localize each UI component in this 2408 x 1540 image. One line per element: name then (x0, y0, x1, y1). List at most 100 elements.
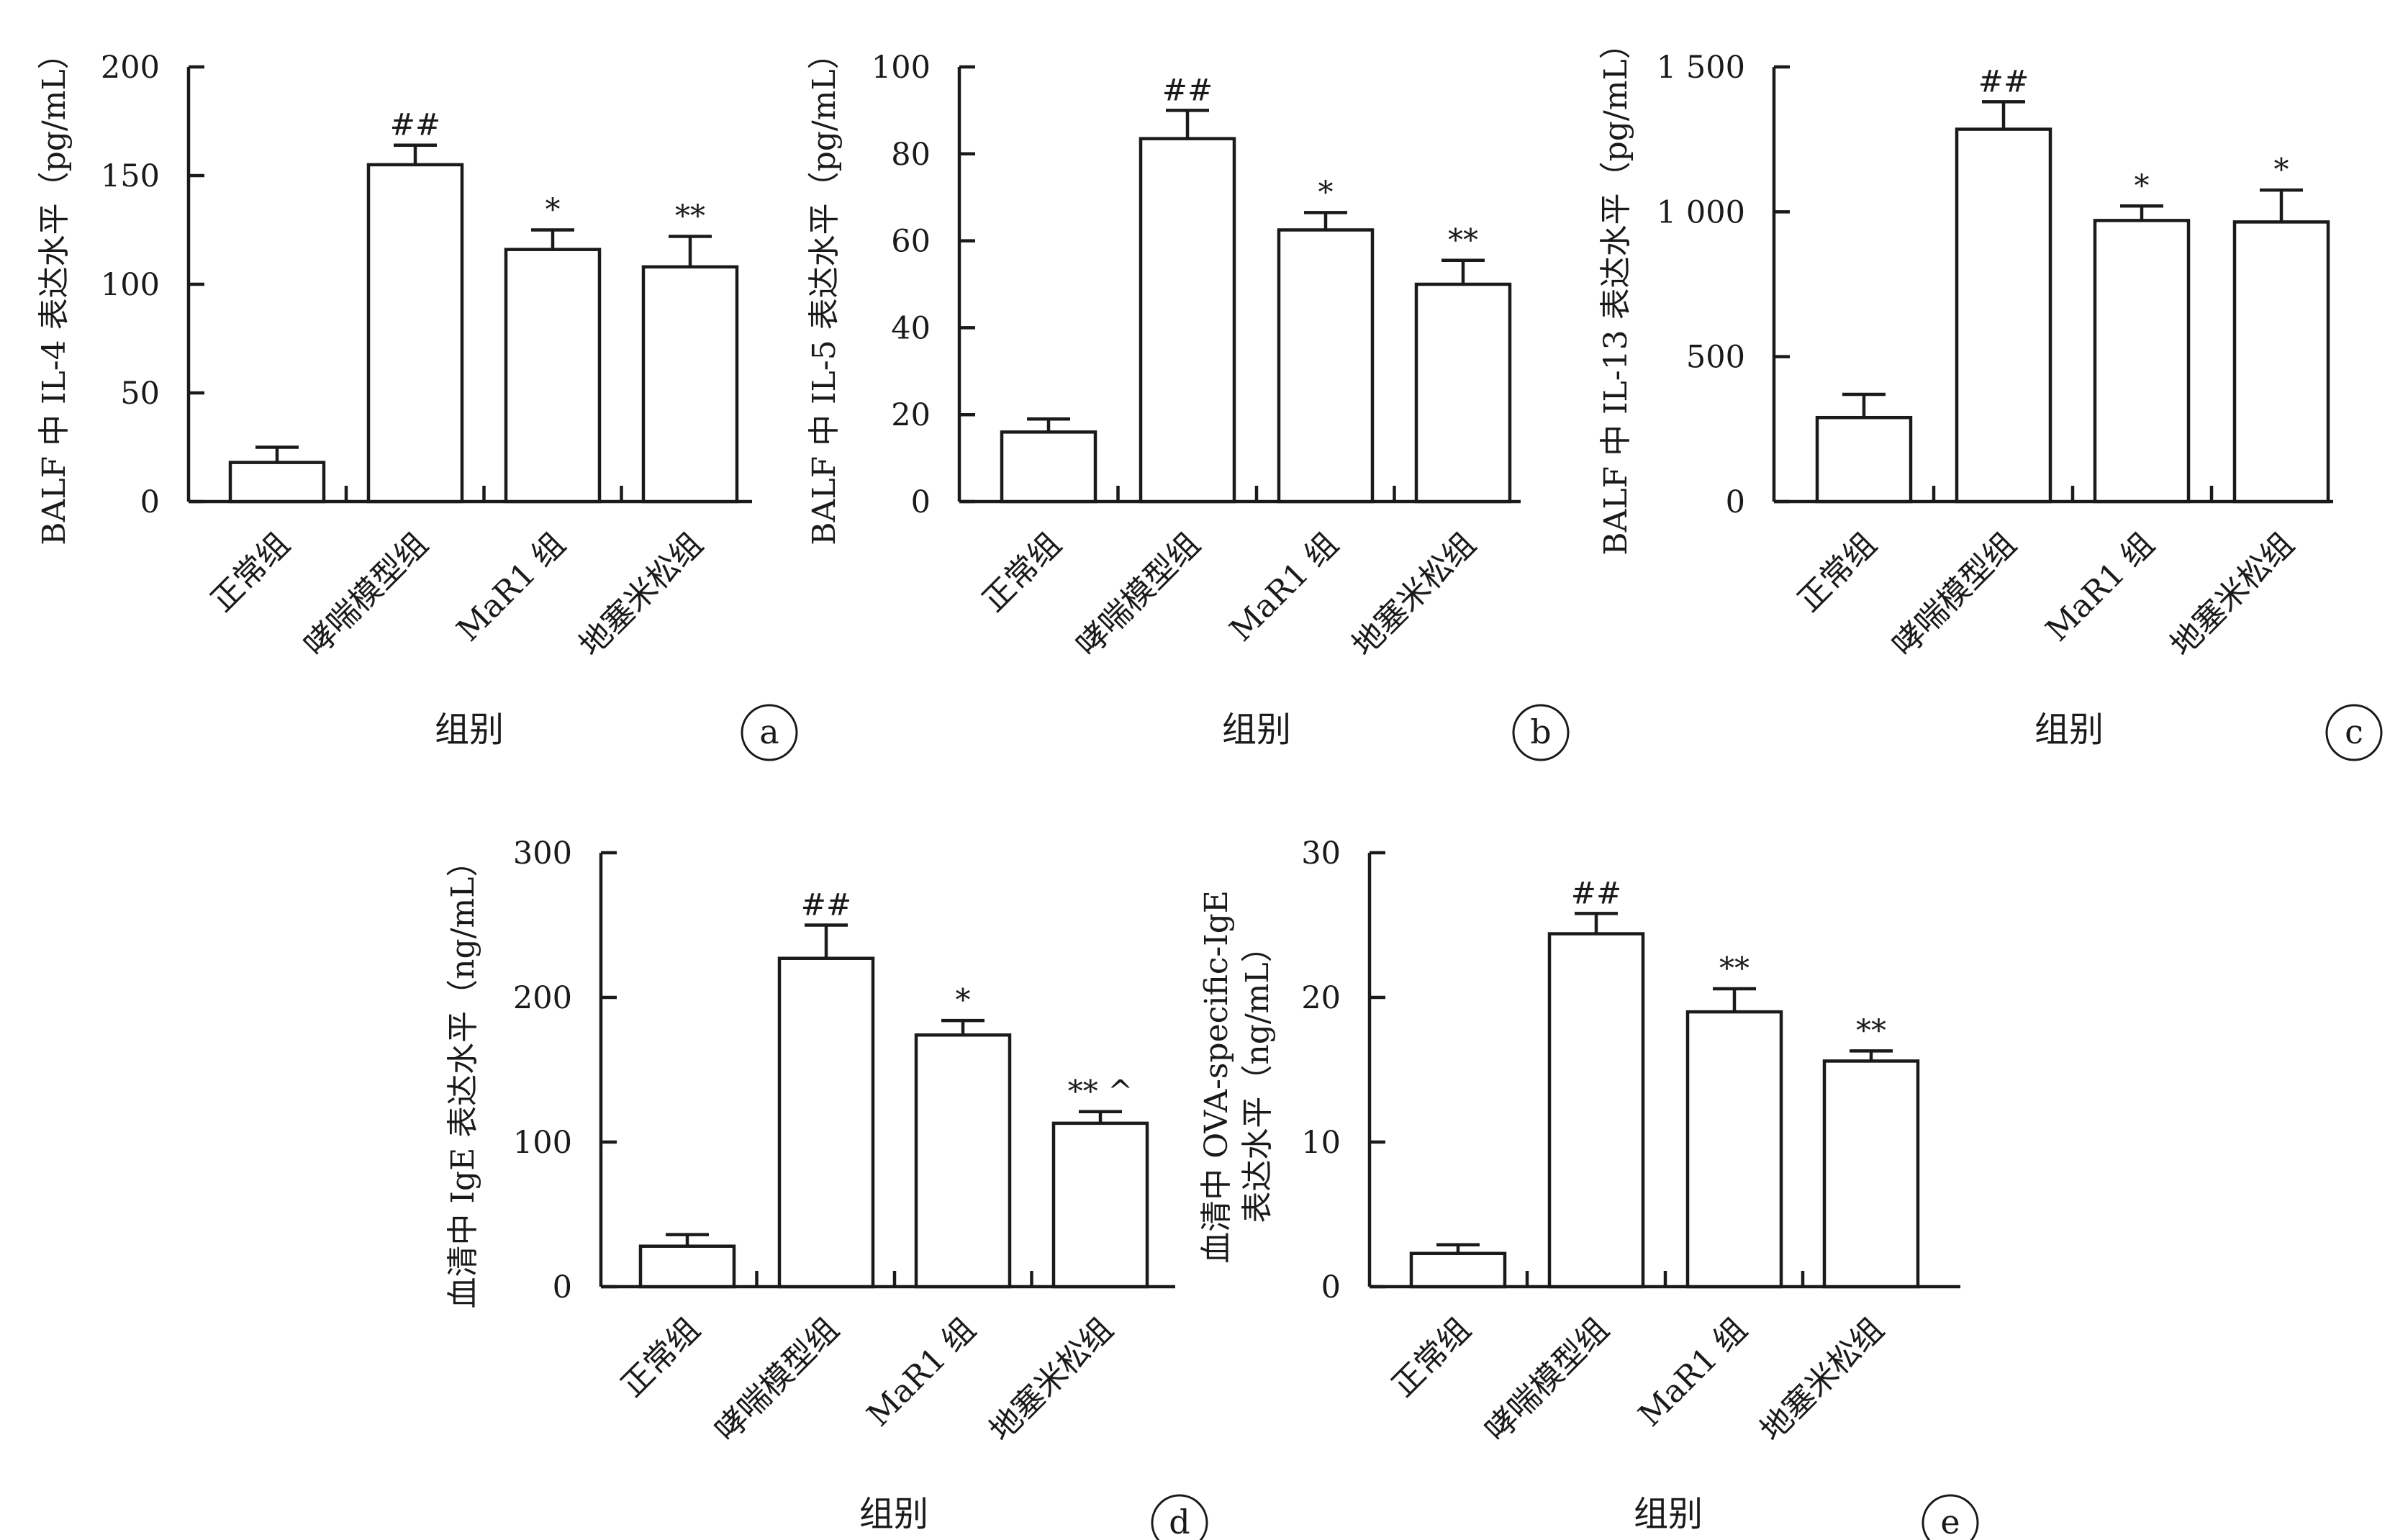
significance-label: ** (675, 199, 705, 234)
y-axis-label: 血清中 OVA-specific-IgE (1198, 890, 1235, 1264)
chart-panel-d: 0 100 200 300 正常组 ## 哮喘模型组 * MaR1 组 ** ^ 地塞米松组 血清中 … (445, 835, 1208, 1540)
x-tick-label: 地塞米松组 (1345, 526, 1483, 664)
x-axis-label: 组别 (859, 1494, 928, 1534)
bar (1822, 1059, 1920, 1289)
y-tick-label: 20 (891, 397, 931, 433)
x-axis-label: 组别 (435, 710, 504, 750)
x-tick-label: 哮喘模型组 (708, 1311, 846, 1449)
x-tick-label: MaR1 组 (1223, 526, 1346, 649)
y-tick-label: 300 (513, 835, 572, 871)
significance-label: * (2274, 152, 2289, 187)
bar (638, 1244, 736, 1289)
x-tick-label: 地塞米松组 (572, 526, 710, 664)
x-tick-label: 哮喘模型组 (1069, 526, 1208, 664)
y-tick-label: 0 (1726, 484, 1745, 520)
bar (504, 248, 602, 504)
y-tick-label: 80 (891, 137, 931, 173)
x-tick-label: MaR1 组 (450, 526, 573, 649)
panel-letter: b (1530, 712, 1551, 751)
bar (2232, 220, 2330, 504)
chart-panel-a: 0 50 100 150 200 正常组 ## 哮喘模型组 * MaR1 组 ** 地塞米松组 BALF… (36, 37, 798, 761)
y-tick-label: 10 (1301, 1125, 1341, 1161)
y-tick-label: 0 (553, 1269, 572, 1305)
bar (1051, 1121, 1149, 1289)
significance-label: ** ^ (1068, 1074, 1133, 1109)
panel-letter: c (2345, 712, 2363, 751)
y-tick-label: 100 (101, 267, 160, 303)
bar (1815, 415, 1913, 504)
panel-marker (1151, 1494, 1208, 1540)
significance-label: * (2135, 168, 2150, 203)
significance-label: ** (1856, 1013, 1886, 1048)
x-tick-label: 地塞米松组 (2163, 526, 2301, 664)
chart-panel-c: 0 500 1 000 1 500 正常组 ## 哮喘模型组 * MaR1 组 * 地塞米松组 BAL… (1598, 27, 2383, 761)
y-axis-label: 表达水平（ng/mL） (1239, 930, 1276, 1223)
significance-label: ## (390, 107, 440, 142)
y-tick-label: 100 (872, 50, 931, 86)
x-axis-label: 组别 (2034, 710, 2104, 750)
bar (1139, 137, 1236, 504)
y-tick-label: 0 (140, 484, 160, 520)
significance-label: * (956, 982, 971, 1018)
y-axis-label: BALF 中 IL-5 表达水平（pg/mL） (806, 37, 843, 545)
bar (1955, 127, 2052, 504)
significance-label: ## (801, 887, 851, 923)
x-tick-label: 地塞米松组 (1753, 1311, 1891, 1449)
bar (1414, 282, 1512, 504)
y-tick-label: 0 (1321, 1269, 1341, 1305)
bar (228, 461, 326, 504)
chart-panel-b: 0 20 40 60 80 100 正常组 ## 哮喘模型组 * MaR1 组 ** 地塞米松组 BALF… (806, 37, 1570, 761)
x-tick-label: MaR1 组 (2039, 526, 2162, 649)
significance-label: ** (1448, 222, 1478, 258)
bar (1547, 932, 1645, 1289)
x-tick-label: 正常组 (204, 526, 297, 619)
y-tick-label: 1 500 (1657, 50, 1745, 86)
significance-label: ## (1162, 72, 1213, 107)
y-tick-label: 0 (911, 484, 931, 520)
bar (366, 163, 464, 504)
x-tick-label: 正常组 (1385, 1311, 1477, 1404)
y-tick-label: 40 (891, 310, 931, 346)
bar (777, 956, 875, 1289)
panel-marker (741, 704, 798, 761)
x-tick-label: MaR1 组 (1631, 1311, 1755, 1434)
significance-label: ** (1719, 951, 1750, 986)
y-tick-label: 50 (120, 376, 160, 412)
x-tick-label: 正常组 (1791, 526, 1883, 619)
significance-label: * (1318, 174, 1334, 209)
y-axis-label: BALF 中 IL-13 表达水平（pg/mL） (1598, 27, 1634, 555)
bar (914, 1033, 1012, 1289)
x-axis-label: 组别 (1634, 1494, 1703, 1534)
y-tick-label: 200 (101, 50, 160, 86)
y-tick-label: 30 (1301, 835, 1341, 871)
panel-marker (1512, 704, 1570, 761)
x-tick-label: 哮喘模型组 (1478, 1311, 1616, 1449)
y-axis-label: BALF 中 IL-4 表达水平（pg/mL） (36, 37, 73, 545)
x-tick-label: 正常组 (614, 1311, 707, 1404)
bar (1409, 1251, 1507, 1289)
bar (641, 265, 739, 504)
x-tick-label: 正常组 (975, 526, 1068, 619)
y-axis-label: 血清中 IgE 表达水平（ng/mL） (445, 846, 481, 1309)
x-tick-label: 哮喘模型组 (297, 526, 435, 664)
y-tick-label: 60 (891, 224, 931, 260)
significance-label: ## (1571, 875, 1621, 910)
bar (1685, 1010, 1783, 1289)
y-tick-label: 20 (1301, 980, 1341, 1016)
significance-label: ## (1978, 63, 2029, 99)
y-tick-label: 100 (513, 1125, 572, 1161)
chart-panel-e: 0 10 20 30 正常组 ## 哮喘模型组 ** MaR1 组 ** 地塞米松组 血清中 OVA-… (1198, 835, 1979, 1540)
bar (2093, 219, 2191, 504)
y-tick-label: 500 (1686, 340, 1745, 376)
panel-marker (2325, 704, 2383, 761)
bar (1277, 228, 1375, 504)
panel-letter: d (1169, 1503, 1190, 1540)
bar (1000, 430, 1097, 504)
panel-letter: a (759, 712, 779, 751)
x-axis-label: 组别 (1222, 710, 1291, 750)
y-tick-label: 200 (513, 980, 572, 1016)
x-tick-label: 哮喘模型组 (1886, 526, 2024, 664)
y-tick-label: 1 000 (1657, 194, 1745, 230)
panel-marker (1922, 1494, 1979, 1540)
